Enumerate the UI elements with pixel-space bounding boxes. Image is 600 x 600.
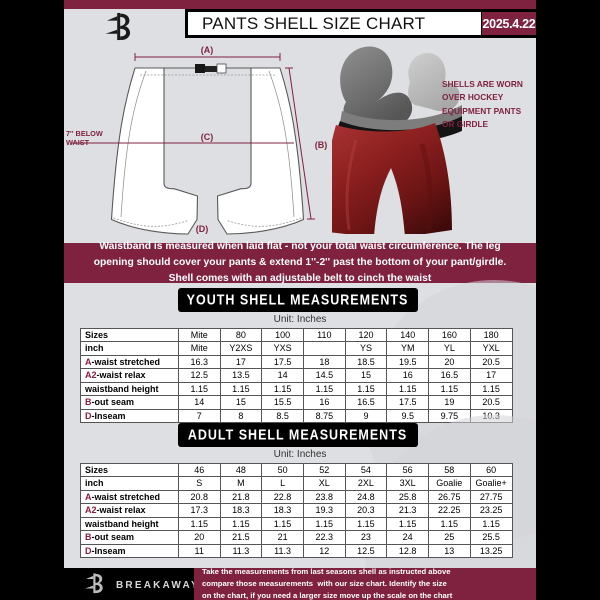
- svg-text:(C): (C): [201, 132, 214, 142]
- svg-text:(B): (B): [315, 140, 328, 150]
- svg-text:(D): (D): [196, 224, 209, 234]
- svg-text:7'' BELOW: 7'' BELOW: [66, 129, 103, 138]
- svg-text:(A): (A): [201, 45, 214, 55]
- svg-text:WAIST: WAIST: [66, 138, 90, 147]
